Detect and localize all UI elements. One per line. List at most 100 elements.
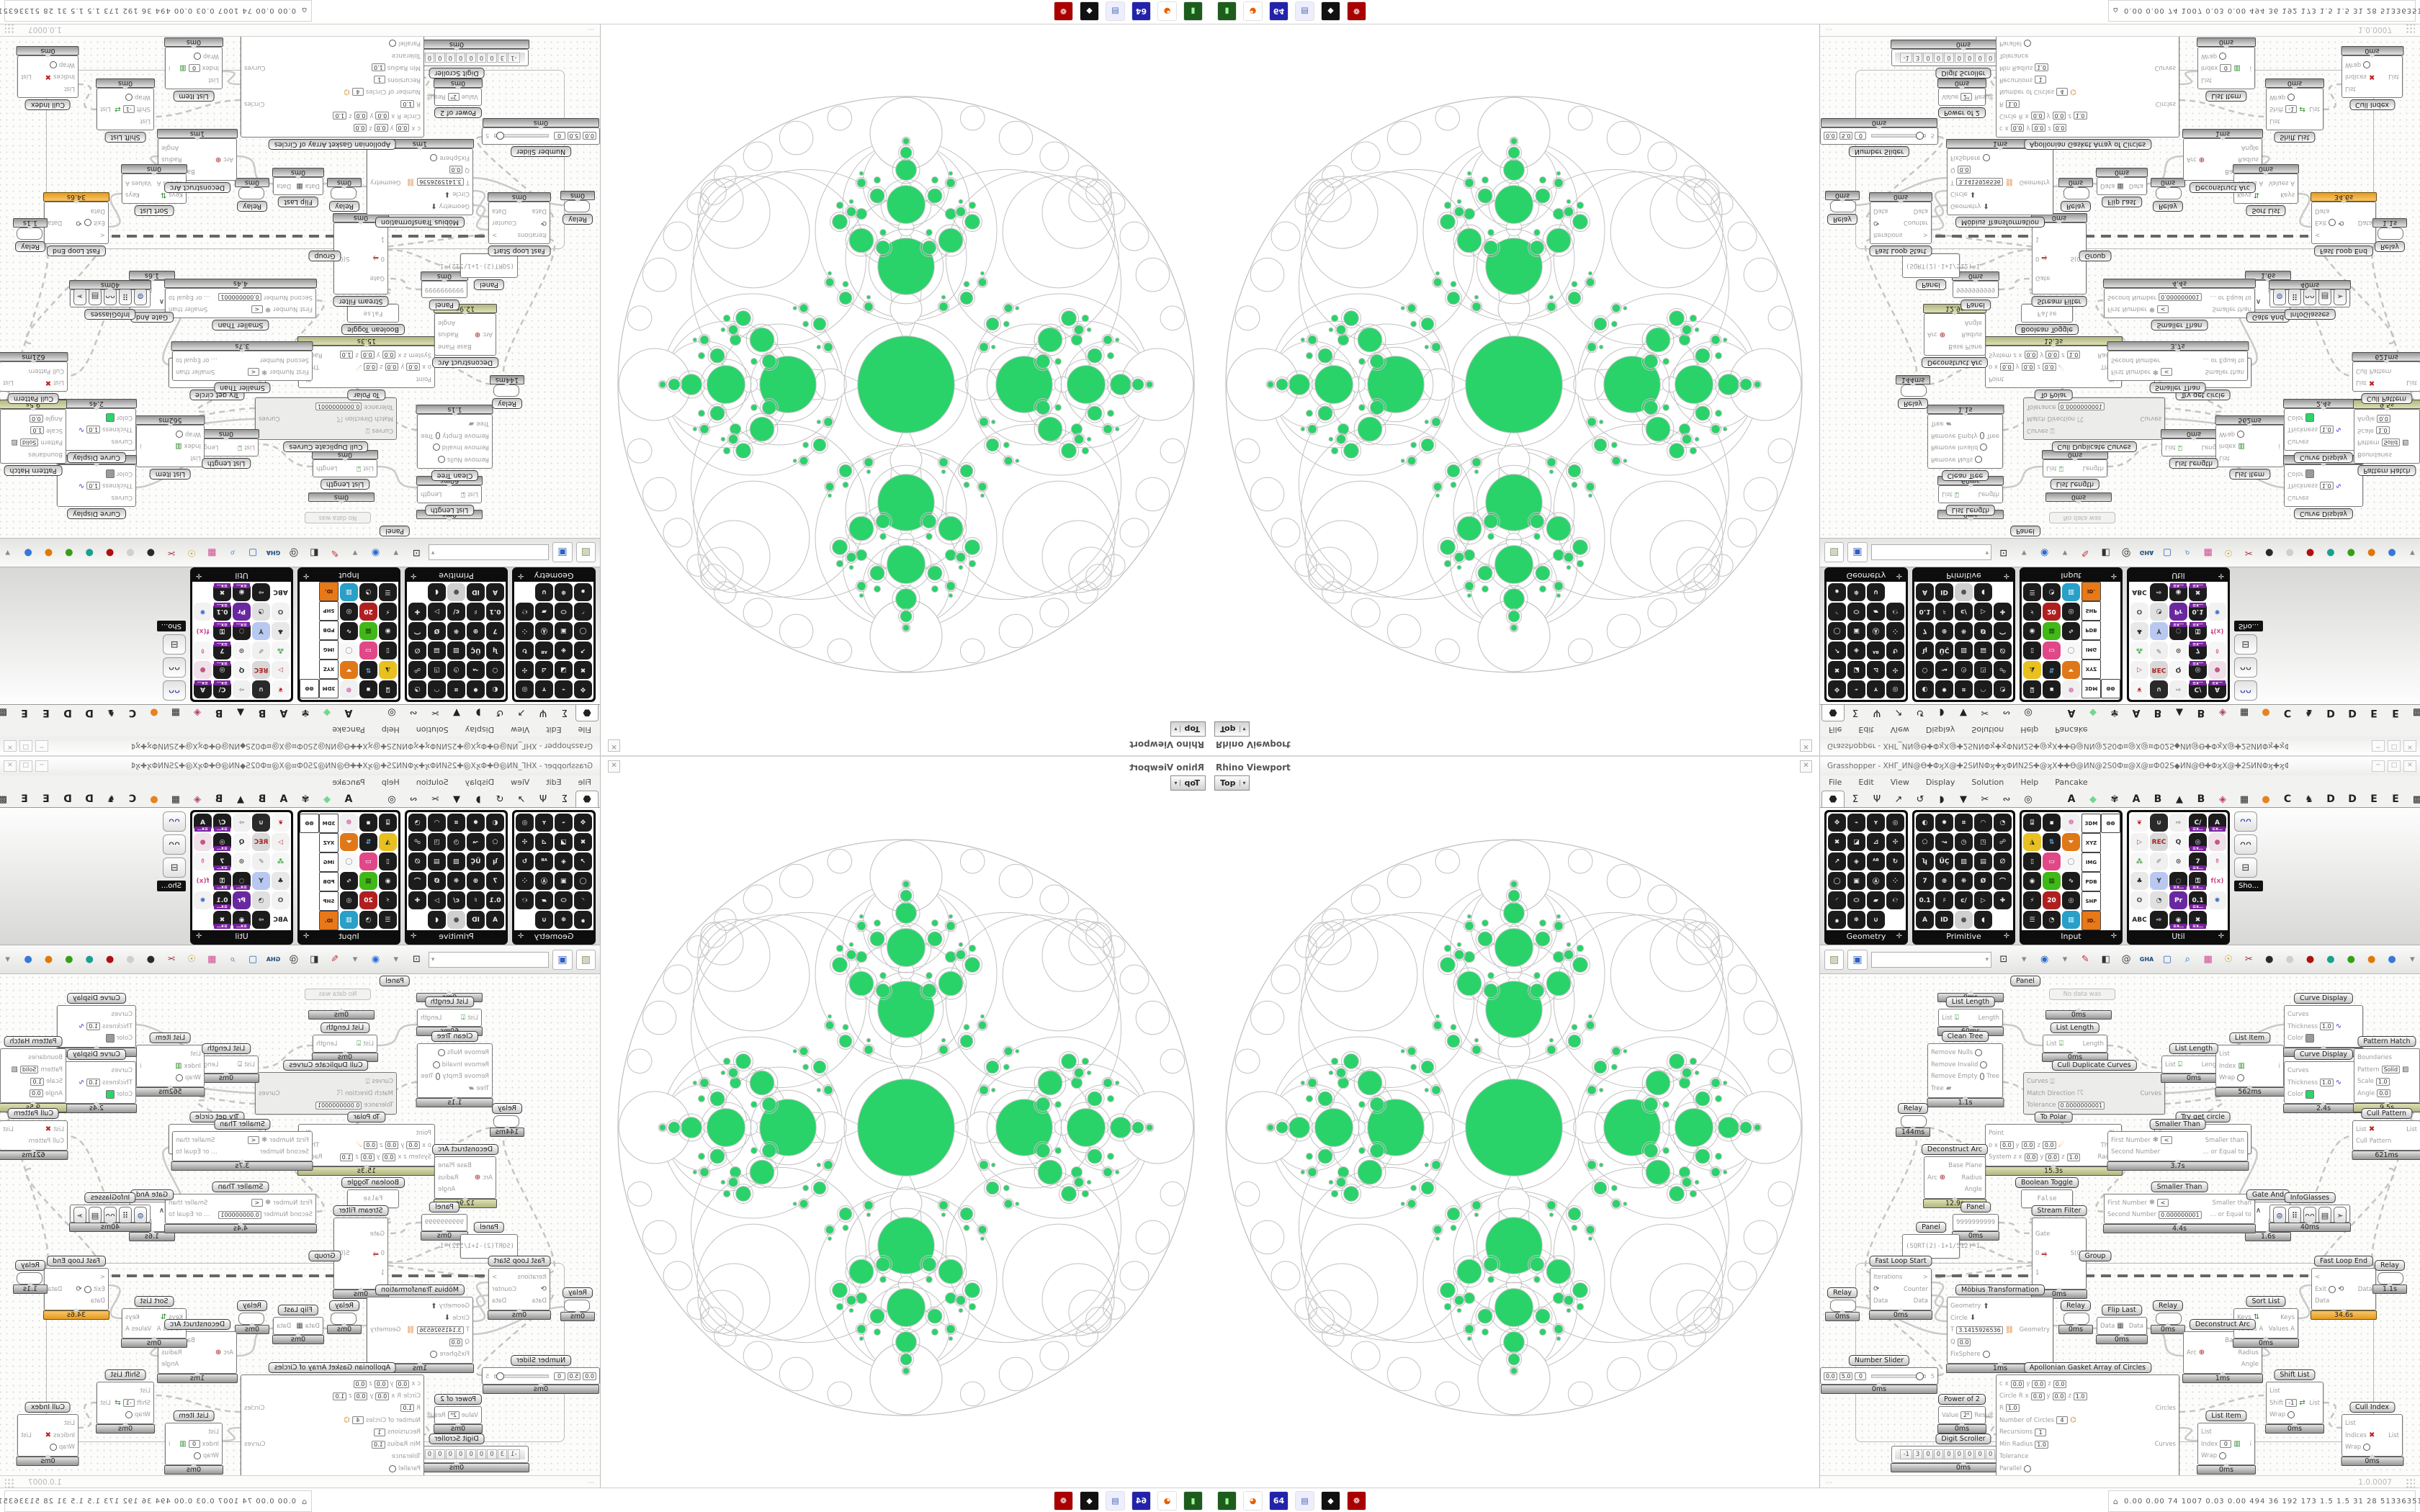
component-icon[interactable]: ᴬᴮ — [1867, 642, 1885, 660]
component-icon[interactable]: ∪ — [1867, 583, 1885, 601]
node-name-capsule[interactable]: Boolean Toggle — [2015, 324, 2079, 335]
component-icon[interactable]: ◉ ≡x… — [2169, 911, 2187, 929]
component-icon[interactable]: ⇨ — [233, 814, 251, 832]
value-box[interactable]: 1.0 — [2375, 426, 2390, 435]
node-body[interactable]: Curves ⍗ Match Direction ☈ Curves Tolerance 0.… — [255, 397, 397, 440]
component-icon[interactable]: Pr — [2169, 891, 2187, 909]
tab-intersect[interactable]: ✂ — [431, 793, 439, 805]
digit-cell[interactable]: 0 — [1975, 53, 1985, 63]
component-icon[interactable]: ⚡ — [379, 603, 397, 621]
node-name-capsule[interactable]: List Length — [320, 479, 370, 490]
radio-icon[interactable] — [175, 1074, 183, 1081]
doc-icon[interactable]: ▢ — [2162, 954, 2172, 965]
value-box[interactable]: 0.0 — [382, 1153, 396, 1161]
glasses-icon[interactable]: ⊜ — [134, 1207, 147, 1224]
node-body[interactable]: Curves Thickness 1.0 ∿ Color — [2284, 408, 2363, 451]
value-box[interactable]: 0.0 — [1999, 1141, 2014, 1149]
node-name-capsule[interactable]: Panel — [380, 976, 410, 986]
panel-text[interactable]: (SQRT(2)-1+1/512)^1 — [1906, 262, 1980, 270]
radio-icon[interactable] — [2219, 1452, 2227, 1459]
color-swatch[interactable] — [105, 1034, 115, 1043]
component-icon[interactable]: ◐ — [486, 814, 504, 832]
node-body[interactable]: List Shift -1 ⇄ List Wrap — [2266, 1382, 2323, 1424]
panel-text[interactable]: (SQRT(2)-1+1/512)^1 — [440, 262, 514, 270]
tab-mesh[interactable]: ▼ — [1960, 793, 1967, 805]
value-box[interactable]: 1.0 — [30, 426, 45, 435]
component-icon[interactable]: ◎ — [516, 680, 534, 698]
component-icon[interactable]: ▦ — [2043, 622, 2061, 640]
component-icon[interactable]: 20 — [2043, 891, 2061, 909]
tab-mesh[interactable]: ▼ — [1960, 707, 1967, 719]
component-icon[interactable]: ♯ — [1935, 603, 1953, 621]
digit-cell[interactable]: 0 — [435, 53, 445, 63]
canvas-corner-widget[interactable] — [5, 1478, 14, 1488]
value-box[interactable]: 2ᴿ — [447, 1411, 460, 1419]
node-body[interactable]: 0.0 5.0 0 5 — [482, 127, 600, 145]
value-box[interactable]: 5.0 — [1839, 132, 1853, 140]
value-box[interactable]: -1 — [2285, 1399, 2298, 1407]
component-icon[interactable] — [2101, 833, 2119, 851]
value-box[interactable]: 0.0 — [385, 1141, 399, 1149]
tab-plugin[interactable]: ▲ — [237, 793, 244, 805]
component-icon[interactable]: ⊙ — [233, 642, 251, 660]
component-icon[interactable]: ✥ — [574, 680, 592, 698]
value-box[interactable]: 5.0 — [1839, 1372, 1853, 1380]
component-icon[interactable]: c/ — [1955, 891, 1973, 909]
digit-cell[interactable]: 0 — [1965, 1449, 1975, 1459]
radio-icon[interactable] — [2023, 1464, 2031, 1472]
component-icon[interactable]: C/≡x… — [2189, 680, 2207, 698]
component-icon[interactable]: ◖ — [1974, 583, 1992, 601]
component-icon[interactable]: ▯ — [379, 852, 397, 870]
menu-item-view[interactable]: View — [511, 725, 530, 734]
radio-icon[interactable] — [1980, 1061, 1988, 1068]
value-box[interactable]: 0 — [188, 1440, 200, 1448]
window-button-icon[interactable]: ✕ — [4, 740, 17, 752]
node-name-capsule[interactable]: Cull Pattern — [7, 1108, 60, 1119]
menu-item-view[interactable]: View — [1890, 778, 1909, 787]
value-box[interactable]: -1 — [2285, 105, 2298, 113]
component-icon[interactable]: ⚱ — [194, 642, 212, 660]
plus-icon[interactable]: ✛ — [2003, 932, 2009, 940]
node-name-capsule[interactable]: Deconstruct Arc — [2189, 1319, 2257, 1330]
node-body[interactable]: List ✖ List Cull Pattern — [0, 1120, 68, 1151]
component-icon[interactable]: ID. — [319, 911, 339, 930]
value-box[interactable]: < — [251, 1199, 263, 1207]
node-name-capsule[interactable]: Digit Scroller — [1935, 68, 1991, 78]
panel-text[interactable]: 9999999999 — [1956, 1218, 1996, 1226]
tab-plugin[interactable]: B — [258, 793, 266, 805]
component-icon[interactable]: ᴬᴮ — [1867, 852, 1885, 870]
tab-plugin[interactable]: ▲ — [2176, 793, 2183, 805]
color-swatch[interactable] — [105, 469, 115, 478]
gha-icon[interactable]: GHA — [266, 549, 281, 556]
show-label[interactable]: Sho... — [156, 881, 186, 891]
open-icon[interactable]: ▨ — [575, 542, 596, 563]
component-icon[interactable]: ◌ ≡x… — [233, 622, 251, 640]
node-name-capsule[interactable]: Flip Last — [2102, 197, 2142, 207]
tab-plugin[interactable]: ◆ — [2089, 793, 2097, 805]
node-name-capsule[interactable]: Cull Index — [24, 1402, 71, 1413]
digit-cell[interactable]: 0 — [1954, 1449, 1965, 1459]
component-icon[interactable]: ▪ — [359, 680, 377, 698]
node-name-capsule[interactable]: Gate And — [2246, 1189, 2290, 1200]
component-icon[interactable]: Ⓐ — [1867, 622, 1885, 640]
component-icon[interactable] — [301, 872, 319, 890]
node-name-capsule[interactable]: Relay — [14, 1260, 46, 1271]
component-icon[interactable]: Y — [252, 622, 270, 640]
value-box[interactable]: 1.0 — [2320, 1079, 2334, 1086]
gha-icon[interactable]: GHA — [2139, 549, 2154, 556]
component-icon[interactable] — [2101, 583, 2119, 601]
tab-plugin[interactable]: A — [2132, 707, 2141, 719]
component-icon[interactable] — [2101, 891, 2119, 909]
node-name-capsule[interactable]: Stream Filter — [333, 1205, 389, 1216]
component-icon[interactable]: ▤ — [1974, 852, 1992, 870]
node-name-capsule[interactable]: Möbius Transformation — [375, 217, 465, 228]
component-icon[interactable]: ℮ — [516, 603, 534, 621]
tab-plugin[interactable]: D — [63, 793, 72, 805]
component-icon[interactable]: ✚ — [1994, 603, 2012, 621]
value-box[interactable]: 0.0 — [2052, 112, 2066, 120]
component-icon[interactable]: ◌ ≡x… — [2169, 622, 2187, 640]
component-icon[interactable]: ◮ — [2023, 661, 2041, 679]
radio-icon[interactable] — [193, 53, 201, 60]
component-icon[interactable]: PDB — [2081, 621, 2101, 640]
